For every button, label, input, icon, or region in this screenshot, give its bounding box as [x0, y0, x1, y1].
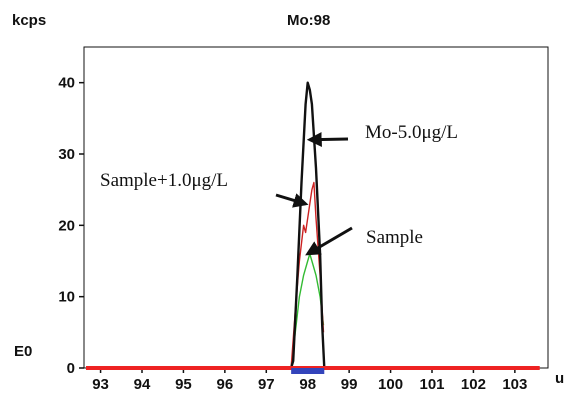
- baseline-label: E0: [14, 343, 32, 360]
- y-tick-label: 30: [58, 146, 75, 163]
- x-tick-label: 99: [341, 376, 358, 393]
- x-tick-label: 101: [419, 376, 444, 393]
- annotation-label: Mo-5.0μg/L: [365, 122, 458, 143]
- annotation-arrow: [275, 193, 309, 208]
- x-tick-label: 96: [217, 376, 234, 393]
- chart-title: Mo:98: [287, 12, 330, 29]
- y-tick-label: 0: [67, 360, 75, 377]
- x-tick-label: 98: [299, 376, 316, 393]
- series-line: [290, 253, 325, 369]
- x-tick-label: 100: [378, 376, 403, 393]
- x-tick-label: 97: [258, 376, 275, 393]
- x-unit-label: u: [555, 370, 564, 387]
- series-line: [287, 81, 327, 370]
- y-tick-label: 40: [58, 75, 75, 92]
- annotation-arrow: [305, 226, 353, 256]
- y-unit-label: kcps: [12, 12, 46, 29]
- x-tick-label: 102: [461, 376, 486, 393]
- y-tick-label: 10: [58, 289, 75, 306]
- x-tick-label: 103: [502, 376, 527, 393]
- annotation-label: Sample+1.0μg/L: [100, 170, 228, 191]
- y-tick-label: 20: [58, 217, 75, 234]
- annotation-arrow: [306, 132, 349, 148]
- x-tick-label: 94: [134, 376, 151, 393]
- x-tick-label: 95: [175, 376, 192, 393]
- x-tick-label: 93: [92, 376, 109, 393]
- annotation-label: Sample: [366, 227, 423, 248]
